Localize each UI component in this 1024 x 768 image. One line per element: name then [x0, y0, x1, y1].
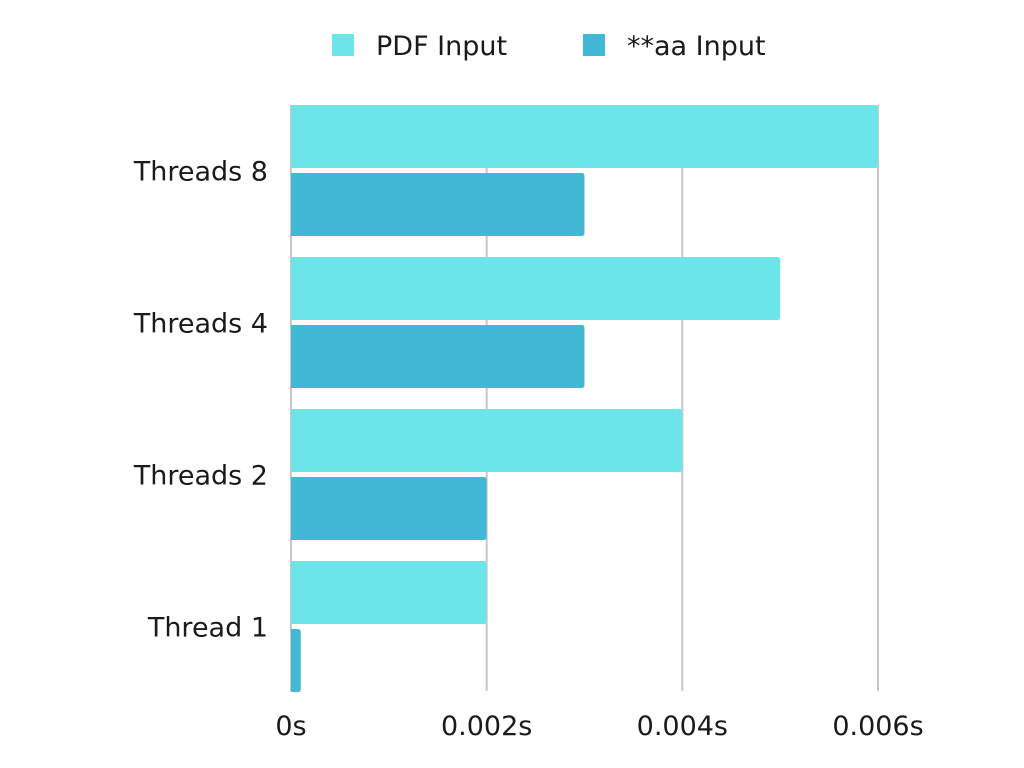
bar-pdf-input-thread-1	[291, 561, 487, 624]
x-tick-labels: 0s 0.002s 0.004s 0.006s	[275, 711, 923, 742]
bar-aa-input-thread-1	[291, 629, 301, 692]
category-label: Threads 4	[133, 309, 268, 340]
bar-aa-input-threads-2	[291, 477, 487, 540]
category-labels: Thread 1 Threads 2 Threads 4 Threads 8	[133, 157, 268, 644]
category-label: Thread 1	[147, 613, 268, 644]
bars	[291, 105, 878, 692]
x-tick-label: 0s	[275, 711, 306, 742]
bar-aa-input-threads-8	[291, 173, 585, 236]
bar-aa-input-threads-4	[291, 325, 585, 388]
x-tick-label: 0.004s	[637, 711, 728, 742]
legend-swatch-pdf-input	[332, 34, 354, 56]
x-tick-label: 0.006s	[832, 711, 923, 742]
bar-pdf-input-threads-2	[291, 409, 683, 472]
legend-label-pdf-input: PDF Input	[376, 31, 507, 62]
bar-pdf-input-threads-4	[291, 257, 781, 320]
bar-pdf-input-threads-8	[291, 105, 878, 168]
legend-label-aa-input: **aa Input	[627, 31, 766, 62]
category-label: Threads 2	[133, 461, 268, 492]
legend: PDF Input **aa Input	[332, 31, 766, 62]
category-label: Threads 8	[133, 157, 268, 188]
x-tick-label: 0.002s	[441, 711, 532, 742]
legend-swatch-aa-input	[583, 34, 605, 56]
